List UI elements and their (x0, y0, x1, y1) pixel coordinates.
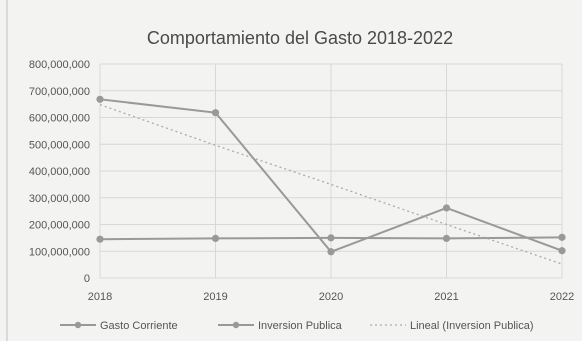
left-border (6, 0, 8, 341)
legend-marker (74, 321, 82, 329)
chart-title: Comportamiento del Gasto 2018-2022 (147, 28, 453, 48)
data-point (558, 247, 566, 255)
y-tick-label: 100,000,000 (29, 246, 90, 258)
grid-lines (99, 63, 563, 279)
series-line-2 (99, 104, 563, 265)
data-point (96, 95, 104, 103)
x-tick-label: 2020 (319, 291, 343, 303)
data-point (211, 109, 220, 117)
data-point (327, 248, 335, 256)
data-point (327, 234, 335, 242)
x-tick-label: 2022 (550, 291, 574, 303)
x-tick-label: 2019 (203, 291, 227, 303)
data-point (442, 234, 451, 243)
x-tick-label: 2018 (88, 291, 112, 303)
y-tick-label: 800,000,000 (29, 59, 90, 71)
data-point (442, 204, 451, 212)
data-point (558, 233, 566, 241)
legend: Gasto Corriente Inversion Publica Lineal (… (60, 320, 534, 332)
legend-label: Lineal (Inversion Publica) (410, 320, 534, 332)
legend-label: Gasto Corriente (100, 320, 178, 332)
legend-label: Inversion Publica (258, 320, 343, 332)
y-tick-label: 200,000,000 (29, 220, 90, 232)
y-tick-label: 600,000,000 (29, 113, 90, 125)
x-axis-ticks: 2018 2019 2020 2021 2022 (88, 291, 574, 303)
y-tick-label: 500,000,000 (29, 139, 90, 151)
legend-marker (232, 321, 240, 329)
y-tick-label: 700,000,000 (29, 86, 90, 98)
y-tick-label: 300,000,000 (29, 193, 90, 205)
y-tick-label: 400,000,000 (29, 166, 90, 178)
data-point (96, 235, 104, 243)
data-point (211, 234, 220, 243)
series-lines (96, 95, 566, 265)
y-tick-label: 0 (84, 273, 90, 285)
x-tick-label: 2021 (434, 291, 458, 303)
y-axis-ticks: 800,000,000 700,000,000 600,000,000 500,000… (29, 59, 90, 285)
